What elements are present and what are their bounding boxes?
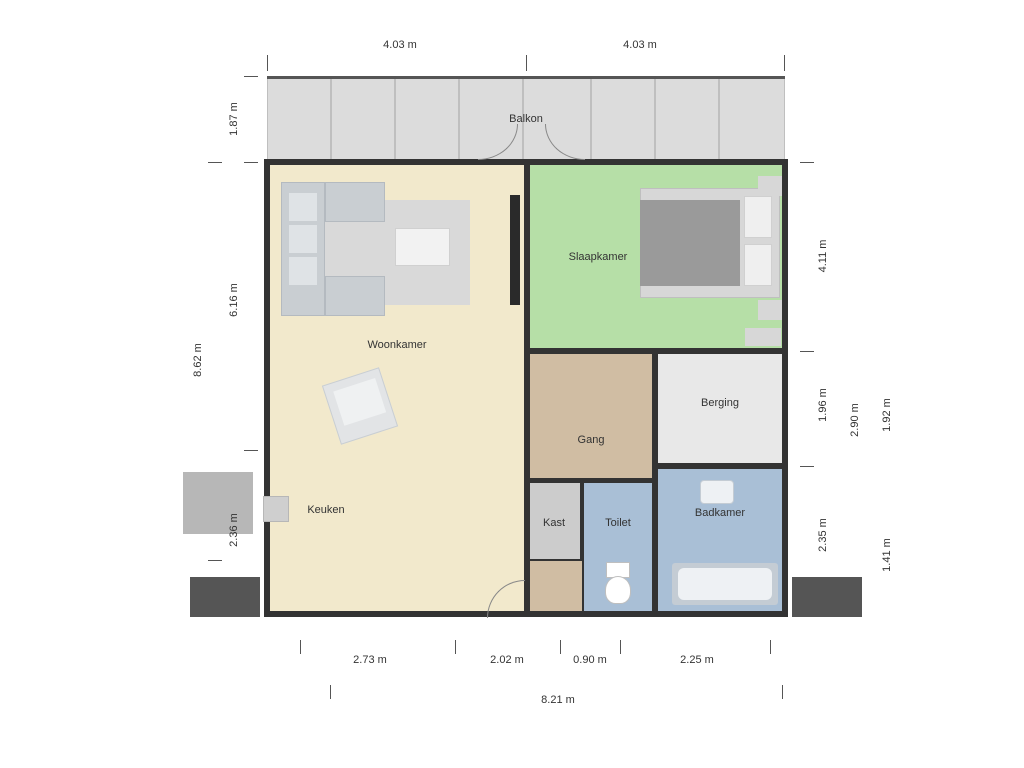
balkon-tile (267, 76, 331, 162)
dim-tick (300, 640, 301, 654)
label-toilet: Toilet (605, 517, 631, 529)
label-woonkamer: Woonkamer (367, 339, 426, 351)
dim-left-4: 2.36 m (228, 513, 240, 547)
balkon-tile (591, 76, 655, 162)
dim-tick (330, 685, 331, 699)
label-slaapkamer: Slaapkamer (569, 251, 628, 263)
dim-tick (800, 351, 814, 352)
dim-right-1: 4.11 m (817, 240, 829, 273)
wall-berging-bottom (655, 463, 785, 469)
floorplan-stage: Balkon Woonkamer Keuken Slaapkamer Gang … (0, 0, 1024, 768)
balkon-tile (331, 76, 395, 162)
balkon-rail (267, 76, 785, 79)
bed-pillow (744, 244, 772, 286)
dim-right-3: 2.90 m (849, 403, 861, 437)
dim-tick (800, 162, 814, 163)
dim-tick (208, 162, 222, 163)
dim-left-2: 6.16 m (228, 283, 240, 317)
dim-tick (455, 640, 456, 654)
dim-tick (244, 162, 258, 163)
coffee-table (395, 228, 450, 266)
sofa-cushion (289, 257, 317, 285)
sofa-seat (325, 182, 385, 222)
dim-tick (244, 76, 258, 77)
sofa-seat2 (325, 276, 385, 316)
dim-tick (620, 640, 621, 654)
bed-pillow (744, 196, 772, 238)
dim-bot-3: 0.90 m (573, 654, 607, 666)
balkon-tile (719, 76, 785, 162)
column-left (190, 577, 260, 617)
balkon-tile (655, 76, 719, 162)
dim-bot-4: 2.25 m (680, 654, 714, 666)
label-badkamer: Badkamer (695, 507, 745, 519)
slaap-box (745, 328, 781, 346)
dim-tick (560, 640, 561, 654)
label-berging: Berging (701, 397, 739, 409)
balkon-tile (395, 76, 459, 162)
dim-bot-total: 8.21 m (541, 694, 575, 706)
dim-right-5: 2.35 m (817, 518, 829, 552)
dim-right-6: 1.41 m (881, 538, 893, 572)
keuken-stool (263, 496, 289, 522)
dim-tick (770, 640, 771, 654)
dim-tick (244, 450, 258, 451)
bathtub (672, 563, 778, 605)
dim-tick (267, 55, 268, 71)
toilet-fixture (603, 562, 633, 606)
label-kast: Kast (543, 517, 565, 529)
dim-bot-2: 2.02 m (490, 654, 524, 666)
sink (700, 480, 734, 504)
dim-bot-1: 2.73 m (353, 654, 387, 666)
dim-right-2: 1.96 m (817, 388, 829, 422)
outer-wall-left (264, 159, 270, 617)
label-gang: Gang (578, 434, 605, 446)
dim-tick (526, 55, 527, 71)
outer-wall-right (782, 159, 788, 617)
dim-right-4: 1.92 m (881, 398, 893, 432)
dim-top-1: 4.03 m (383, 39, 417, 51)
sofa-cushion (289, 225, 317, 253)
dim-tick (782, 685, 783, 699)
dim-tick (208, 560, 222, 561)
dim-tick (784, 55, 785, 71)
sofa-cushion (289, 193, 317, 221)
tv-unit (510, 195, 520, 305)
dim-tick (800, 466, 814, 467)
wall-mid-vertical (524, 159, 530, 617)
column-right (792, 577, 862, 617)
dim-left-3: 8.62 m (192, 343, 204, 377)
label-keuken: Keuken (307, 504, 344, 516)
wall-kast-top (527, 478, 655, 483)
dim-tick (800, 614, 814, 615)
nightstand (758, 300, 782, 320)
label-balkon: Balkon (509, 113, 543, 125)
dim-top-2: 4.03 m (623, 39, 657, 51)
keuken-counter (183, 472, 253, 534)
nightstand (758, 176, 782, 196)
bed-blanket (640, 200, 740, 286)
dim-tick (244, 614, 258, 615)
dim-left-1: 1.87 m (228, 102, 240, 136)
